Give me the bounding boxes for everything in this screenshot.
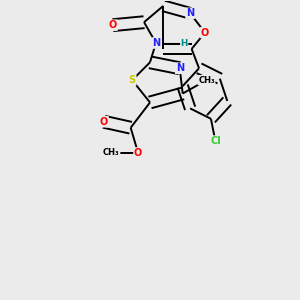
Text: Cl: Cl — [210, 136, 221, 146]
Text: N: N — [186, 8, 194, 18]
Text: S: S — [129, 75, 136, 85]
Text: H: H — [181, 38, 188, 47]
Text: O: O — [134, 148, 142, 158]
Text: O: O — [100, 117, 108, 127]
Text: CH₃: CH₃ — [198, 76, 215, 85]
Text: O: O — [109, 20, 117, 30]
Text: O: O — [201, 28, 209, 38]
Text: CH₃: CH₃ — [103, 148, 120, 158]
Text: N: N — [176, 63, 184, 73]
Text: N: N — [152, 38, 160, 48]
